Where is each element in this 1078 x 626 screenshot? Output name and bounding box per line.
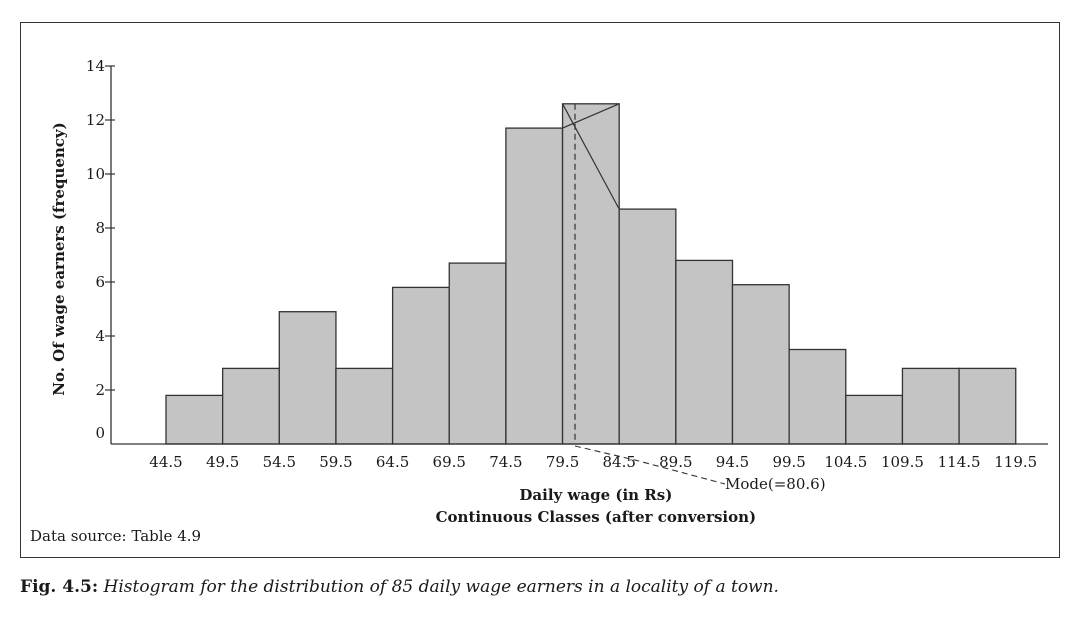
y-tick-label-0: 0 <box>95 424 105 442</box>
y-axis-title: No. Of wage earners (frequency) <box>50 122 68 396</box>
bar-10 <box>675 259 734 445</box>
x-tick-label-6: 74.5 <box>489 453 522 471</box>
bar-3 <box>278 311 337 445</box>
x-tick-label-13: 109.5 <box>881 453 924 471</box>
figure-caption: Fig. 4.5: Histogram for the distribution… <box>20 577 779 597</box>
x-tick-label-12: 104.5 <box>824 453 867 471</box>
bar-6 <box>448 262 507 445</box>
y-tick-label-8: 8 <box>95 219 105 237</box>
x-tick-label-9: 89.5 <box>659 453 692 471</box>
y-ticks-group: 0 2 4 6 8 10 12 14 <box>86 57 115 442</box>
x-tick-label-11: 99.5 <box>772 453 805 471</box>
axes-group <box>110 66 1048 445</box>
bar-5 <box>391 286 450 445</box>
y-tick-label-6: 6 <box>95 273 105 291</box>
histogram-chart: 0 2 4 6 8 10 12 14 44.5 49.5 54.5 59.5 64.5 69.5 74.5… <box>50 57 1048 526</box>
bar-11 <box>731 284 790 445</box>
mode-leader-line <box>574 445 726 485</box>
x-tick-label-5: 69.5 <box>433 453 466 471</box>
x-tick-label-14: 114.5 <box>938 453 981 471</box>
bar-14 <box>901 367 960 445</box>
bar-13 <box>845 394 904 445</box>
mode-construction-group <box>562 103 726 485</box>
y-tick-label-10: 10 <box>86 165 105 183</box>
bar-2 <box>221 367 280 445</box>
x-tick-label-3: 59.5 <box>319 453 352 471</box>
x-tick-label-7: 79.5 <box>546 453 579 471</box>
mode-annotation-label: Mode(=80.6) <box>725 475 826 493</box>
bar-15 <box>958 367 1017 445</box>
bar-9 <box>618 208 677 445</box>
x-axis-subtitle: Continuous Classes (after conversion) <box>436 508 757 526</box>
mode-diagonal-left <box>562 103 620 129</box>
mode-diagonal-right <box>562 103 620 210</box>
y-tick-label-4: 4 <box>95 327 105 345</box>
x-tick-label-10: 94.5 <box>716 453 749 471</box>
bar-7 <box>505 127 564 445</box>
y-tick-label-2: 2 <box>95 381 105 399</box>
bar-12 <box>788 348 847 445</box>
x-ticks-group: 44.5 49.5 54.5 59.5 64.5 69.5 74.5 79.5 84.5 89.5… <box>149 453 1037 471</box>
figure-caption-text: Histogram for the distribution of 85 dai… <box>103 577 779 597</box>
x-axis-title: Daily wage (in Rs) <box>519 486 672 504</box>
x-tick-label-4: 64.5 <box>376 453 409 471</box>
y-tick-label-12: 12 <box>86 111 105 129</box>
figure-caption-label: Fig. 4.5: <box>20 577 99 597</box>
x-tick-label-8: 84.5 <box>602 453 635 471</box>
bar-8 <box>561 103 620 445</box>
data-source-note: Data source: Table 4.9 <box>30 527 202 545</box>
x-tick-label-0: 44.5 <box>149 453 182 471</box>
chart-frame: 0 2 4 6 8 10 12 14 44.5 49.5 54.5 59.5 64.5 69.5 74.5… <box>20 22 1060 558</box>
x-tick-label-2: 54.5 <box>263 453 296 471</box>
y-tick-label-14: 14 <box>86 57 105 75</box>
bar-1 <box>165 394 224 445</box>
x-tick-label-15: 119.5 <box>994 453 1037 471</box>
x-tick-label-1: 49.5 <box>206 453 239 471</box>
bar-4 <box>335 367 394 445</box>
bars-group <box>165 103 1017 445</box>
